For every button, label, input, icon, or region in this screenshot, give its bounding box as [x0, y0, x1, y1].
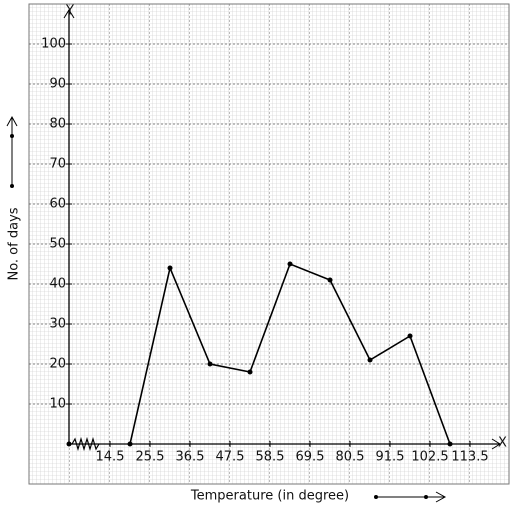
- x-arrow: [491, 438, 501, 450]
- data-point: [167, 265, 173, 271]
- y-tick-label: 90: [49, 77, 66, 92]
- x-tick-label: 36.5: [176, 450, 205, 465]
- y-tick-label: 100: [41, 37, 66, 52]
- x-tick-label: 14.5: [96, 450, 125, 465]
- y-tick-label: 10: [49, 397, 66, 412]
- y-tick-label: 70: [49, 157, 66, 172]
- data-point: [287, 261, 293, 267]
- x-tick-label: 102.5: [411, 450, 448, 465]
- y-axis-letter: Y: [65, 4, 74, 19]
- data-point: [407, 333, 413, 339]
- x-title-arrow: [374, 491, 447, 503]
- x-tick-label: 80.5: [336, 450, 365, 465]
- y-title-arrow: [6, 115, 18, 188]
- y-axis-title: No. of days: [7, 207, 22, 280]
- x-axis-letter: X: [498, 436, 507, 451]
- data-point: [327, 277, 333, 283]
- plot: [127, 261, 453, 447]
- data-point: [207, 361, 213, 367]
- data-point: [127, 441, 133, 447]
- x-tick-label: 91.5: [376, 450, 405, 465]
- origin-dot: [66, 441, 72, 447]
- data-point: [447, 441, 453, 447]
- x-axis-title: Temperature (in degree): [190, 489, 349, 504]
- data-point: [367, 357, 373, 363]
- y-tick-label: 60: [49, 197, 66, 212]
- x-tick-label: 58.5: [256, 450, 285, 465]
- x-tick-label: 25.5: [136, 450, 165, 465]
- axis-break: [71, 436, 100, 452]
- x-tick-label: 113.5: [451, 450, 488, 465]
- x-tick-label: 69.5: [296, 450, 325, 465]
- data-point: [247, 369, 253, 375]
- y-tick-label: 40: [49, 277, 66, 292]
- grid: [29, 43, 509, 405]
- y-tick-label: 50: [49, 237, 66, 252]
- y-tick-label: 20: [49, 357, 66, 372]
- y-arrow: [63, 9, 75, 19]
- y-tick-label: 80: [49, 117, 66, 132]
- y-tick-label: 30: [49, 317, 66, 332]
- x-tick-label: 47.5: [216, 450, 245, 465]
